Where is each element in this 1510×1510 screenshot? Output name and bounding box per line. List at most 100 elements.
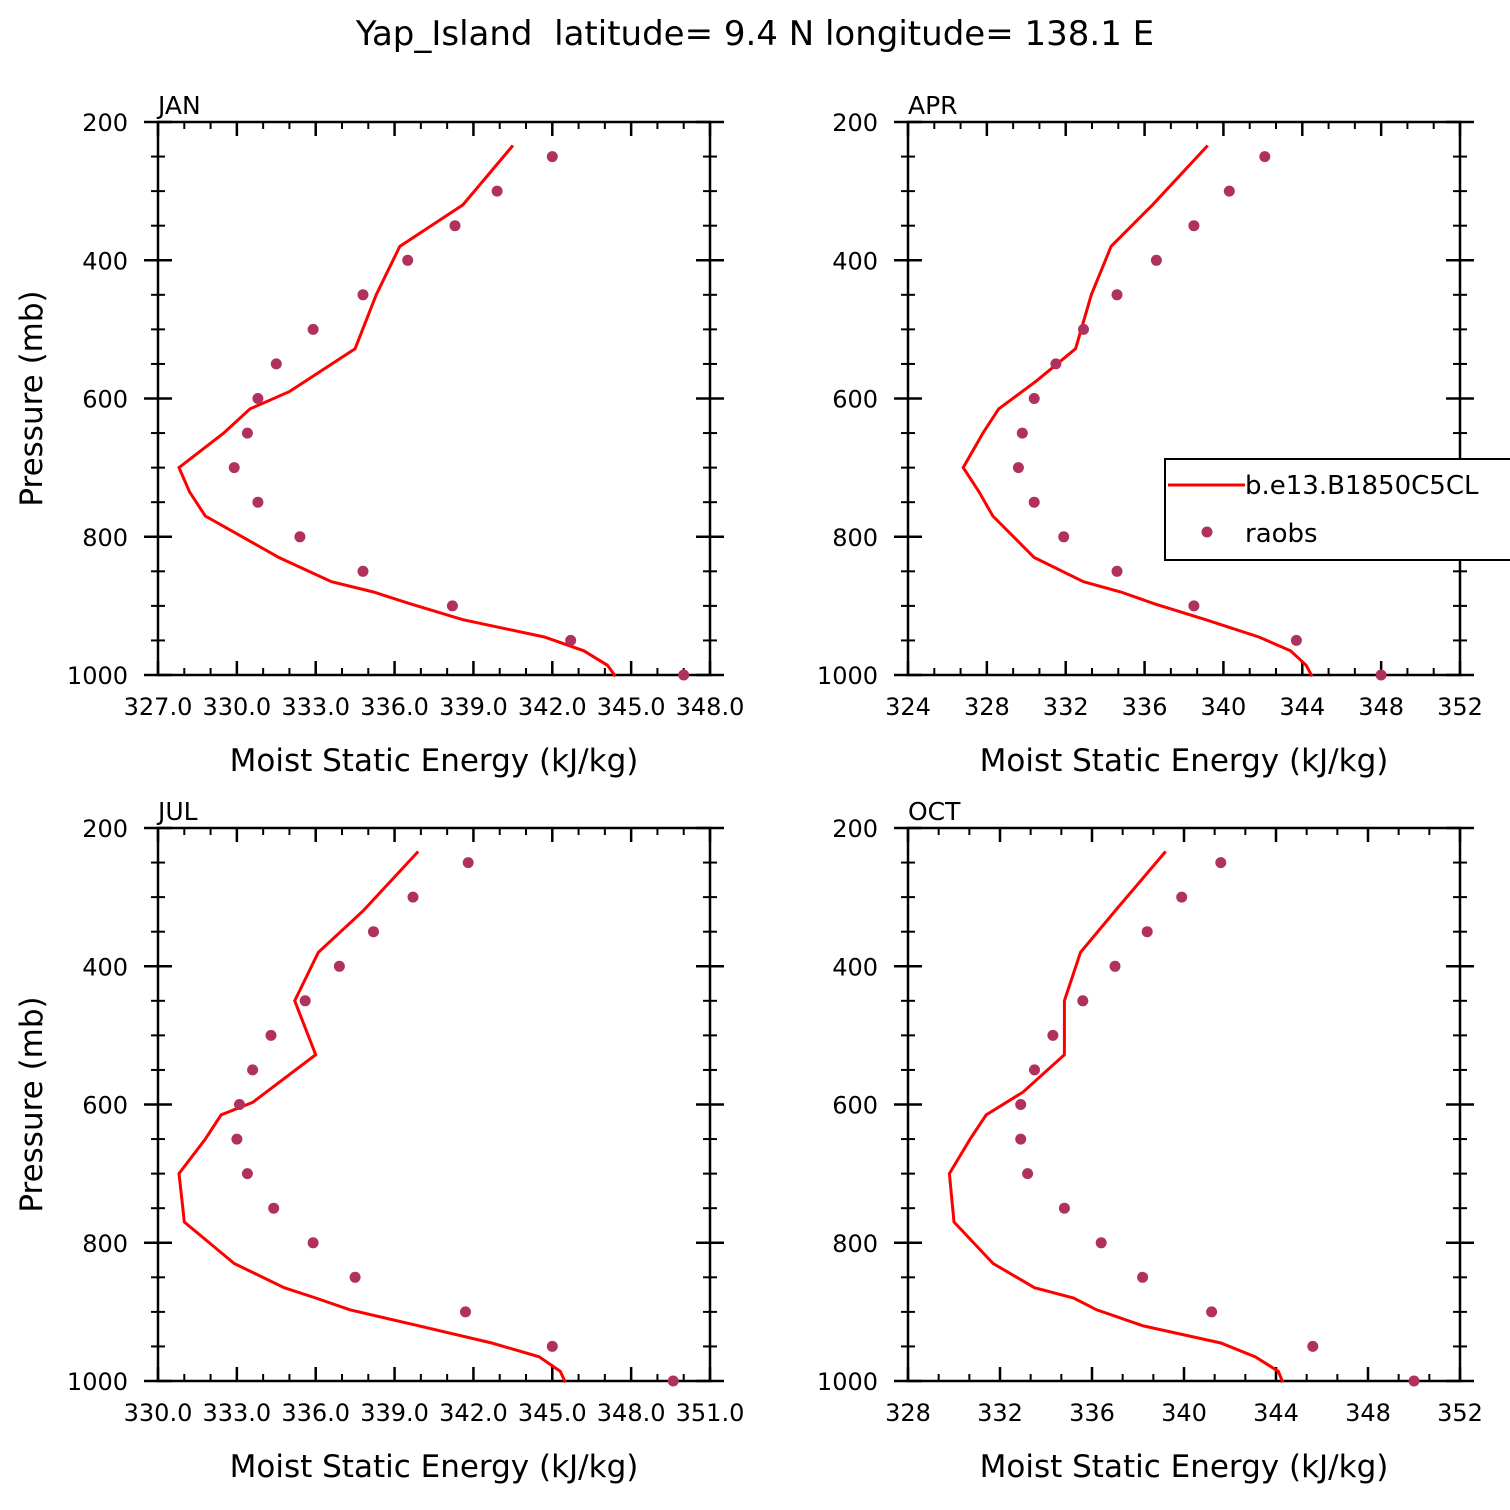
chart-3-frame: [906, 826, 1462, 1383]
chart-0-raobs-point: [252, 496, 264, 508]
chart-2-xtick-label: 336.0: [281, 1399, 350, 1427]
chart-2-ytick-label: 1000: [67, 1368, 128, 1396]
chart-0-xtick-label: 348.0: [676, 693, 745, 721]
chart-2-raobs-point: [462, 857, 474, 869]
chart-0-raobs-point: [252, 393, 264, 404]
chart-1-ytick-label: 1000: [817, 662, 878, 690]
chart-1-raobs-point: [1290, 634, 1302, 646]
chart-1-raobs-point: [1016, 427, 1028, 439]
chart-1-xtick-label: 332: [1043, 693, 1089, 721]
chart-0-ytick-label: 600: [82, 386, 128, 414]
chart-1-xtick-label: 328: [964, 693, 1010, 721]
chart-3-panel: OCT 328 332 336 340 344 348 352 200 400 600 800 1000…: [817, 797, 1483, 1485]
chart-2-raobs-point: [241, 1168, 253, 1180]
chart-3-raobs-point: [1109, 960, 1121, 972]
chart-0-raobs-point: [357, 565, 369, 577]
chart-3-series-line: [947, 850, 1285, 1383]
chart-0-raobs-point: [307, 323, 319, 335]
chart-1-xtick-label: 348: [1358, 693, 1404, 721]
chart-0-series-line: [177, 144, 617, 678]
chart-3-raobs-point: [1058, 1202, 1070, 1214]
chart-0-xtick-label: 342.0: [518, 693, 587, 721]
chart-3-raobs-point: [1141, 926, 1153, 938]
chart-3-xtick-label: 340: [1161, 1399, 1207, 1427]
chart-3-ytick-label: 1000: [817, 1368, 878, 1396]
chart-0-xtick-label: 327.0: [124, 693, 193, 721]
chart-3-raobs-point: [1408, 1375, 1420, 1387]
chart-3-raobs-point: [1029, 1064, 1040, 1076]
chart-0-raobs-point: [294, 531, 306, 543]
chart-2-ytick-label: 800: [82, 1230, 128, 1258]
chart-1-raobs-point: [1375, 669, 1387, 681]
chart-0-raobs-point: [491, 185, 503, 197]
chart-1-legend: b.e13.B1850C5CL raobs: [1164, 458, 1510, 561]
chart-0-ytick-label: 400: [82, 247, 128, 275]
chart-1-raobs-point: [1259, 151, 1271, 163]
chart-3-xlabel: Moist Static Energy (kJ/kg): [980, 1449, 1389, 1485]
chart-2-xtick-label: 330.0: [124, 1399, 193, 1427]
chart-0-ylabel: Pressure (mb): [14, 290, 50, 506]
chart-3-raobs-point: [1176, 891, 1188, 903]
chart-3-raobs-point: [1077, 995, 1089, 1007]
chart-0-xtick-label: 330.0: [202, 693, 271, 721]
chart-1-xtick-label: 340: [1201, 693, 1247, 721]
chart-1-xtick-label: 324: [885, 693, 931, 721]
panels: JAN 327.0 330.0 333.0 336.0 339.0 342.0 345.0 34…: [14, 91, 1510, 1485]
chart-2-raobs-point: [231, 1133, 243, 1145]
chart-0-ytick-label: 200: [82, 109, 128, 137]
chart-0-raobs-point: [270, 358, 282, 370]
chart-0-frame: [156, 120, 712, 677]
chart-3-raobs-point: [1047, 1029, 1059, 1041]
chart-0-xtick-label: 339.0: [439, 693, 508, 721]
chart-0-raobs-point: [546, 151, 558, 163]
chart-3-xtick-label: 332: [977, 1399, 1023, 1427]
chart-3-raobs-point: [1022, 1168, 1034, 1180]
chart-0-xtick-label: 336.0: [360, 693, 429, 721]
chart-0-raobs-point: [357, 289, 369, 301]
figure-title: Yap_Island latitude= 9.4 N longitude= 13…: [355, 14, 1154, 54]
chart-3-raobs-point: [1215, 857, 1227, 869]
chart-0-ytick-label: 1000: [67, 662, 128, 690]
chart-2-raobs-point: [265, 1029, 277, 1041]
chart-1-raobs-point: [1223, 185, 1235, 197]
chart-1-raobs-point: [1012, 462, 1024, 474]
chart-2-panel: JUL 330.0 333.0 336.0 339.0 342.0 345.0 348.0 35…: [14, 797, 744, 1485]
chart-3-ytick-label: 600: [832, 1092, 878, 1120]
chart-1-raobs-point: [1188, 600, 1200, 612]
chart-1-xtick-label: 352: [1437, 693, 1483, 721]
chart-2-ytick-label: 400: [82, 953, 128, 981]
chart-3-xtick-label: 352: [1437, 1399, 1483, 1427]
chart-2-raobs-point: [667, 1375, 679, 1387]
chart-2-raobs-point: [247, 1064, 259, 1076]
chart-1-raobs-point: [1028, 496, 1040, 508]
chart-1-ytick-label: 200: [832, 109, 878, 137]
chart-2-ytick-label: 600: [82, 1092, 128, 1120]
chart-1-raobs-point: [1058, 531, 1070, 543]
chart-2-raobs-point: [333, 960, 345, 972]
chart-0-raobs-point: [449, 220, 461, 232]
chart-0-panel-label: JAN: [156, 91, 201, 120]
chart-0-raobs-point: [228, 462, 240, 474]
chart-3-raobs-point: [1137, 1271, 1149, 1283]
chart-1-raobs-point: [1111, 565, 1123, 577]
chart-0-ytick-label: 800: [82, 524, 128, 552]
chart-1-raobs-point: [1188, 220, 1200, 232]
chart-0-raobs-point: [678, 669, 690, 681]
chart-2-xtick-label: 333.0: [202, 1399, 271, 1427]
chart-2-panel-label: JUL: [156, 797, 198, 826]
chart-2-raobs-point: [546, 1340, 558, 1352]
chart-2-xtick-label: 351.0: [676, 1399, 745, 1427]
chart-3-raobs-point: [1095, 1237, 1107, 1249]
chart-0-panel: JAN 327.0 330.0 333.0 336.0 339.0 342.0 345.0 34…: [14, 91, 744, 779]
chart-1-frame: [906, 120, 1462, 677]
chart-2-series-line: [177, 850, 567, 1384]
chart-0-xlabel: Moist Static Energy (kJ/kg): [230, 743, 639, 779]
chart-2-xlabel: Moist Static Energy (kJ/kg): [230, 1449, 639, 1485]
chart-2-raobs-point: [234, 1099, 245, 1110]
chart-2-xtick-label: 345.0: [518, 1399, 587, 1427]
chart-0-xtick-label: 333.0: [281, 693, 350, 721]
chart-3-xtick-label: 344: [1253, 1399, 1299, 1427]
legend-label-model: b.e13.B1850C5CL: [1245, 471, 1479, 501]
chart-1-panel-label: APR: [908, 91, 958, 120]
